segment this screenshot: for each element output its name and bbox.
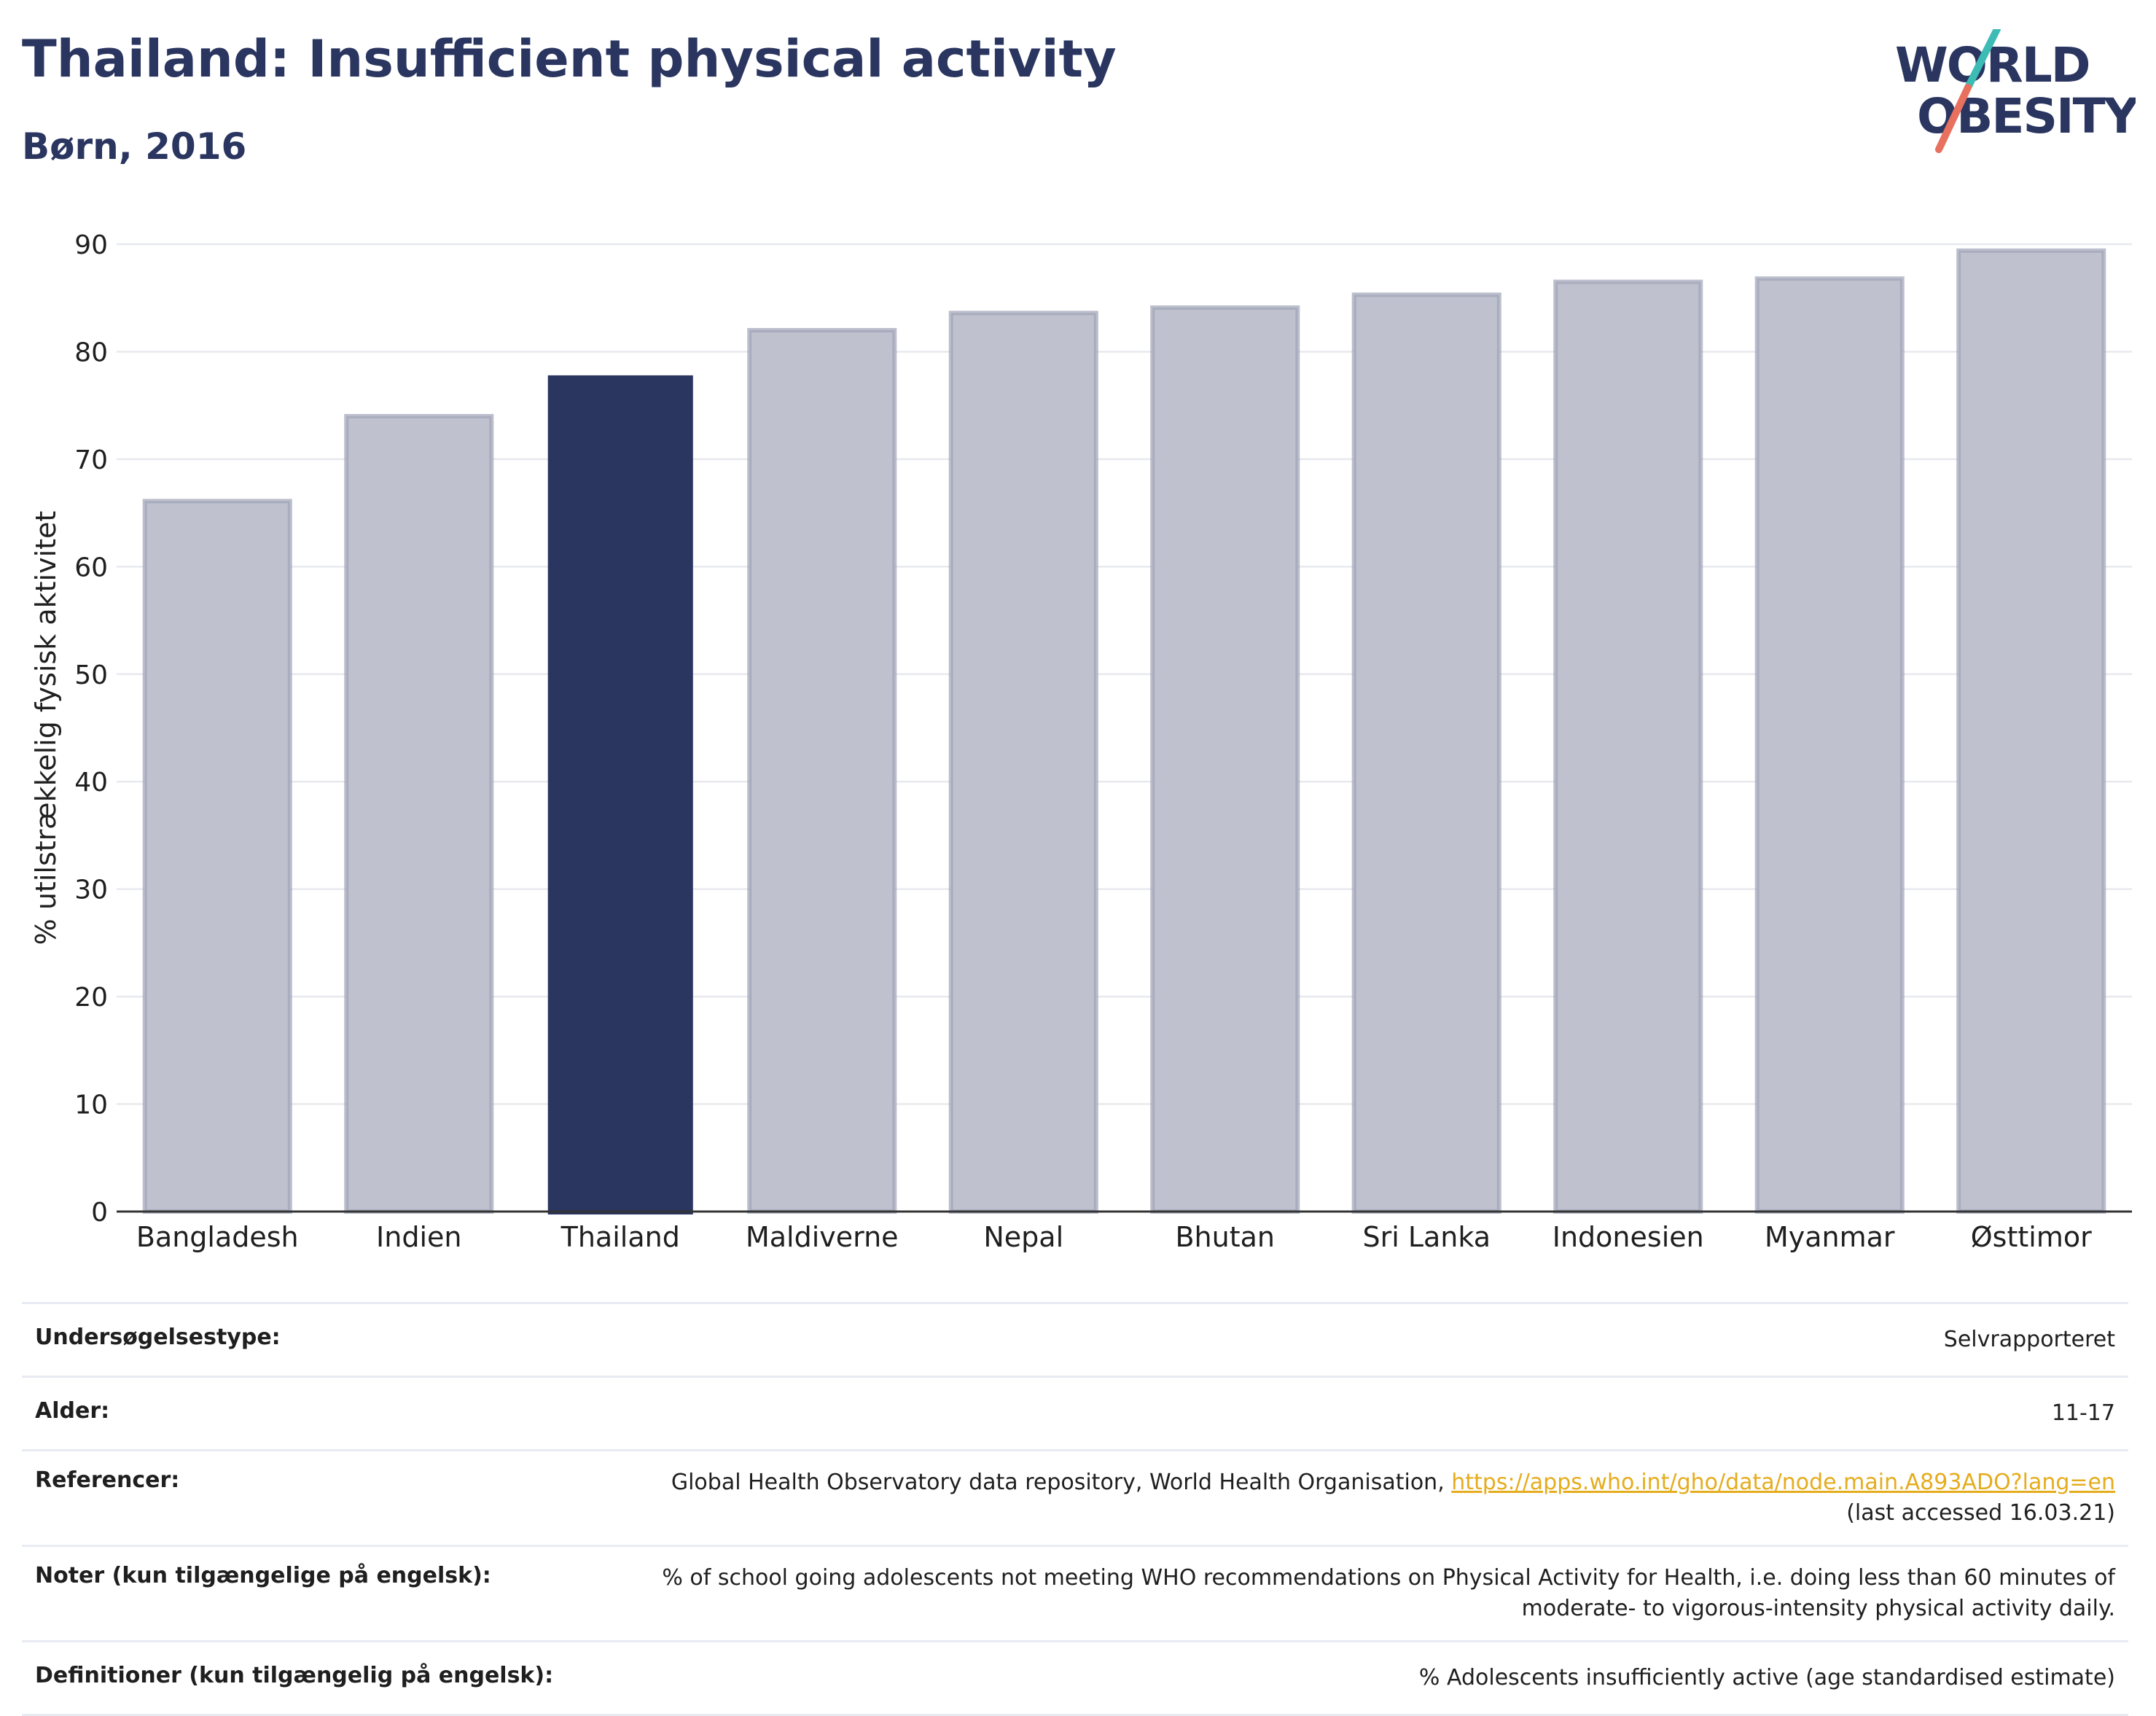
- y-tick-label: 20: [74, 983, 108, 1013]
- world-obesity-logo: WORLD OBESITY: [1895, 29, 2136, 153]
- y-tick-label: 80: [74, 338, 108, 367]
- meta-references-text: Global Health Observatory data repositor…: [671, 1470, 1452, 1495]
- meta-definitions-label: Definitioner (kun tilgængelig på engelsk…: [35, 1663, 554, 1688]
- meta-row-age: Alder: 11-17: [22, 1378, 2128, 1451]
- meta-row-survey-type: Undersøgelsestype: Selvrapporteret: [22, 1304, 2128, 1378]
- y-tick-label: 70: [74, 445, 108, 475]
- meta-notes-line2: moderate- to vigorous-intensity physical…: [1521, 1596, 2115, 1621]
- x-tick-label: Maldiverne: [746, 1221, 899, 1253]
- y-tick-labels: 0 10 20 30 40 50 60 70 80 90: [74, 230, 108, 1228]
- page-subtitle: Børn, 2016: [22, 125, 247, 168]
- bar-thailand: [547, 375, 693, 1214]
- meta-age-label: Alder:: [35, 1398, 110, 1424]
- y-tick-label: 30: [74, 875, 108, 905]
- meta-row-references: Referencer: Global Health Observatory da…: [22, 1451, 2128, 1547]
- x-tick-label: Myanmar: [1765, 1221, 1895, 1253]
- meta-notes-value: % of school going adolescents not meetin…: [649, 1547, 2128, 1640]
- meta-definitions-value: % Adolescents insufficiently active (age…: [1418, 1665, 2115, 1690]
- meta-row-definitions: Definitioner (kun tilgængelig på engelsk…: [22, 1642, 2128, 1716]
- meta-age-value: 11-17: [2051, 1400, 2115, 1426]
- y-tick-label: 50: [74, 660, 108, 690]
- page-title: Thailand: Insufficient physical activity: [22, 29, 1117, 89]
- y-tick-label: 0: [91, 1198, 108, 1228]
- bar-maldiverne: [747, 327, 897, 1214]
- meta-survey-type-value: Selvrapporteret: [1943, 1327, 2115, 1352]
- x-tick-label: Indien: [376, 1221, 461, 1253]
- meta-references-link[interactable]: https://apps.who.int/gho/data/node.main.…: [1451, 1470, 2115, 1495]
- bar-bhutan: [1150, 305, 1300, 1214]
- y-axis-label: % utilstrækkelig fysisk aktivitet: [30, 511, 62, 945]
- y-tick-label: 90: [74, 230, 108, 260]
- x-tick-label: Bangladesh: [136, 1221, 299, 1253]
- x-tick-labels: Bangladesh Indien Thailand Maldiverne Nepal B…: [136, 1221, 2092, 1253]
- logo-line1: WORLD: [1895, 37, 2090, 93]
- x-tick-label: Bhutan: [1175, 1221, 1275, 1253]
- bar-sri-lanka: [1351, 292, 1501, 1214]
- bar-indonesien: [1553, 279, 1703, 1214]
- bar-østtimor: [1956, 248, 2106, 1214]
- x-tick-label: Sri Lanka: [1362, 1221, 1491, 1253]
- meta-references-value: Global Health Observatory data repositor…: [658, 1451, 2128, 1545]
- bar-indien: [344, 413, 494, 1214]
- y-tick-label: 10: [74, 1091, 108, 1120]
- bar-nepal: [948, 311, 1098, 1214]
- meta-references-label: Referencer:: [35, 1467, 180, 1493]
- meta-notes-label: Noter (kun tilgængelige på engelsk):: [35, 1563, 491, 1588]
- meta-references-accessed: (last accessed 16.03.21): [1846, 1500, 2115, 1526]
- metadata-table: Undersøgelsestype: Selvrapporteret Alder…: [22, 1302, 2128, 1716]
- y-tick-label: 60: [74, 553, 108, 582]
- y-tick-label: 40: [74, 768, 108, 797]
- meta-row-notes: Noter (kun tilgængelige på engelsk): % o…: [22, 1547, 2128, 1642]
- x-tick-label: Østtimor: [1971, 1221, 2092, 1253]
- x-tick-label: Thailand: [561, 1221, 680, 1253]
- logo-slash-coral: [1935, 84, 1972, 153]
- x-tick-label: Indonesien: [1552, 1221, 1704, 1253]
- bar-myanmar: [1754, 276, 1905, 1214]
- logo-slash-teal: [1964, 29, 2001, 91]
- bar-chart: 0 10 20 30 40 50 60 70 80 90 Bangladesh Indien Thai…: [30, 230, 2132, 1253]
- x-tick-label: Nepal: [983, 1221, 1063, 1253]
- bar-bangladesh: [142, 499, 292, 1214]
- meta-notes-line1: % of school going adolescents not meetin…: [662, 1565, 2115, 1591]
- chart-bars: [142, 248, 2106, 1214]
- meta-survey-type-label: Undersøgelsestype:: [35, 1325, 281, 1350]
